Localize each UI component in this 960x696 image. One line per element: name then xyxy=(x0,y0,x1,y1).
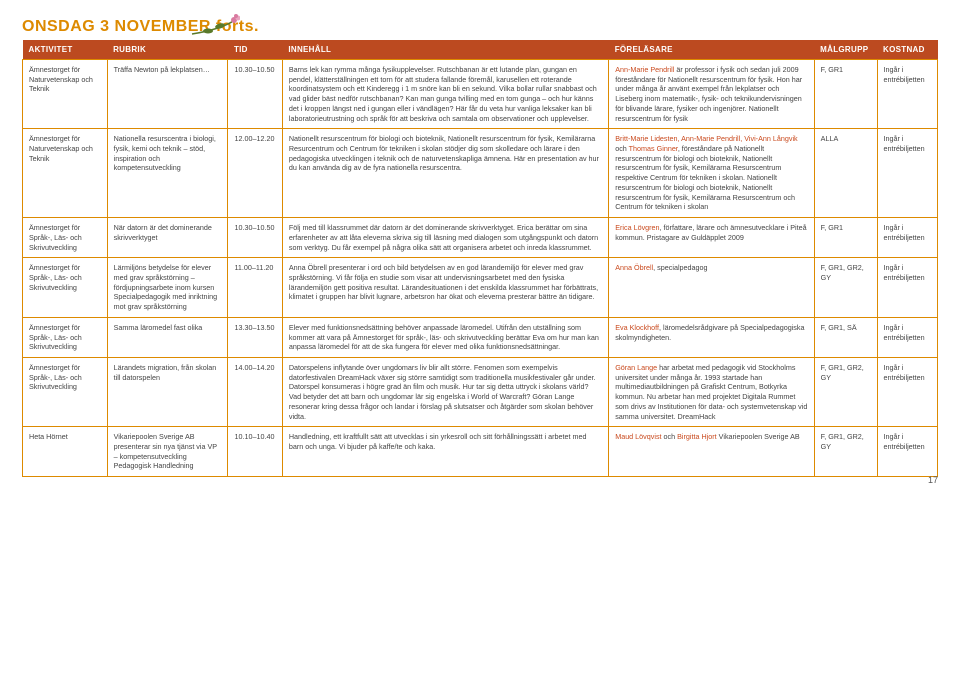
cell-kostnad: Ingår i entrébiljetten xyxy=(877,317,937,357)
cell-aktivitet: Ämnestorget för Språk-, Läs- och Skrivut… xyxy=(23,258,108,318)
cell-tid: 14.00–14.20 xyxy=(228,357,282,426)
cell-malgrupp: ALLA xyxy=(814,129,877,218)
cell-rubrik: Samma läromedel fast olika xyxy=(107,317,228,357)
cell-innehall: Nationellt resurscentrum för biologi och… xyxy=(282,129,608,218)
cell-innehall: Handledning, ett kraftfullt sätt att utv… xyxy=(282,427,608,477)
cell-kostnad: Ingår i entrébiljetten xyxy=(877,218,937,258)
cell-forelasare: Ann-Marie Pendrill är professor i fysik … xyxy=(609,60,814,129)
table-row: Ämnestorget för Språk-, Läs- och Skrivut… xyxy=(23,218,938,258)
cell-innehall: Datorspelens inflytande över ungdomars l… xyxy=(282,357,608,426)
cell-kostnad: Ingår i entrébiljetten xyxy=(877,258,937,318)
cell-innehall: Barns lek kan rymma många fysikupplevels… xyxy=(282,60,608,129)
cell-malgrupp: F, GR1 xyxy=(814,218,877,258)
cell-tid: 10.10–10.40 xyxy=(228,427,282,477)
cell-tid: 10.30–10.50 xyxy=(228,60,282,129)
cell-kostnad: Ingår i entrébiljetten xyxy=(877,427,937,477)
col-header-innehall: INNEHÅLL xyxy=(282,40,608,60)
page-title: ONSDAG 3 NOVEMBER forts. xyxy=(22,18,938,36)
cell-kostnad: Ingår i entrébiljetten xyxy=(877,129,937,218)
cell-forelasare: Erica Lövgren, författare, lärare och äm… xyxy=(609,218,814,258)
cell-innehall: Följ med till klassrummet där datorn är … xyxy=(282,218,608,258)
cell-kostnad: Ingår i entrébiljetten xyxy=(877,357,937,426)
table-row: Ämnestorget för Språk-, Läs- och Skrivut… xyxy=(23,357,938,426)
cell-malgrupp: F, GR1, GR2, GY xyxy=(814,357,877,426)
cell-rubrik: När datorn är det dominerande skrivverkt… xyxy=(107,218,228,258)
table-row: Ämnestorget för Naturvetenskap och Tekni… xyxy=(23,60,938,129)
cell-forelasare: Eva Klockhoff, läromedelsrådgivare på Sp… xyxy=(609,317,814,357)
table-row: Ämnestorget för Språk-, Läs- och Skrivut… xyxy=(23,317,938,357)
cell-rubrik: Vikariepoolen Sverige AB presenterar sin… xyxy=(107,427,228,477)
cell-rubrik: Lärandets migration, från skolan till da… xyxy=(107,357,228,426)
cell-aktivitet: Heta Hörnet xyxy=(23,427,108,477)
col-header-rubrik: RUBRIK xyxy=(107,40,228,60)
cell-aktivitet: Ämnestorget för Naturvetenskap och Tekni… xyxy=(23,129,108,218)
cell-rubrik: Nationella resurscentra i biologi, fysik… xyxy=(107,129,228,218)
cell-rubrik: Lärmiljöns betydelse för elever med grav… xyxy=(107,258,228,318)
cell-innehall: Anna Öbrell presenterar i ord och bild b… xyxy=(282,258,608,318)
col-header-tid: TID xyxy=(228,40,282,60)
cell-tid: 12.00–12.20 xyxy=(228,129,282,218)
table-row: Ämnestorget för Språk-, Läs- och Skrivut… xyxy=(23,258,938,318)
table-header-row: AKTIVITET RUBRIK TID INNEHÅLL FÖRELÄSARE… xyxy=(23,40,938,60)
cell-aktivitet: Ämnestorget för Naturvetenskap och Tekni… xyxy=(23,60,108,129)
cell-forelasare: Anna Öbrell, specialpedagog xyxy=(609,258,814,318)
cell-malgrupp: F, GR1, SÄ xyxy=(814,317,877,357)
cell-tid: 11.00–11.20 xyxy=(228,258,282,318)
cell-malgrupp: F, GR1 xyxy=(814,60,877,129)
col-header-kostnad: KOSTNAD xyxy=(877,40,937,60)
col-header-malgrupp: MÅLGRUPP xyxy=(814,40,877,60)
cell-aktivitet: Ämnestorget för Språk-, Läs- och Skrivut… xyxy=(23,357,108,426)
cell-tid: 10.30–10.50 xyxy=(228,218,282,258)
cell-forelasare: Göran Lange har arbetat med pedagogik vi… xyxy=(609,357,814,426)
col-header-aktivitet: AKTIVITET xyxy=(23,40,108,60)
cell-kostnad: Ingår i entrébiljetten xyxy=(877,60,937,129)
cell-aktivitet: Ämnestorget för Språk-, Läs- och Skrivut… xyxy=(23,317,108,357)
flower-icon xyxy=(190,14,240,38)
cell-aktivitet: Ämnestorget för Språk-, Läs- och Skrivut… xyxy=(23,218,108,258)
cell-malgrupp: F, GR1, GR2, GY xyxy=(814,427,877,477)
cell-innehall: Elever med funktionsnedsättning behöver … xyxy=(282,317,608,357)
table-row: Ämnestorget för Naturvetenskap och Tekni… xyxy=(23,129,938,218)
cell-rubrik: Träffa Newton på lekplatsen… xyxy=(107,60,228,129)
schedule-table: AKTIVITET RUBRIK TID INNEHÅLL FÖRELÄSARE… xyxy=(22,40,938,477)
table-row: Heta HörnetVikariepoolen Sverige AB pres… xyxy=(23,427,938,477)
cell-forelasare: Maud Lövqvist och Birgitta Hjort Vikarie… xyxy=(609,427,814,477)
page-number: 17 xyxy=(928,475,938,485)
cell-malgrupp: F, GR1, GR2, GY xyxy=(814,258,877,318)
cell-tid: 13.30–13.50 xyxy=(228,317,282,357)
col-header-forelasare: FÖRELÄSARE xyxy=(609,40,814,60)
cell-forelasare: Britt-Marie Lidesten, Ann-Marie Pendrill… xyxy=(609,129,814,218)
